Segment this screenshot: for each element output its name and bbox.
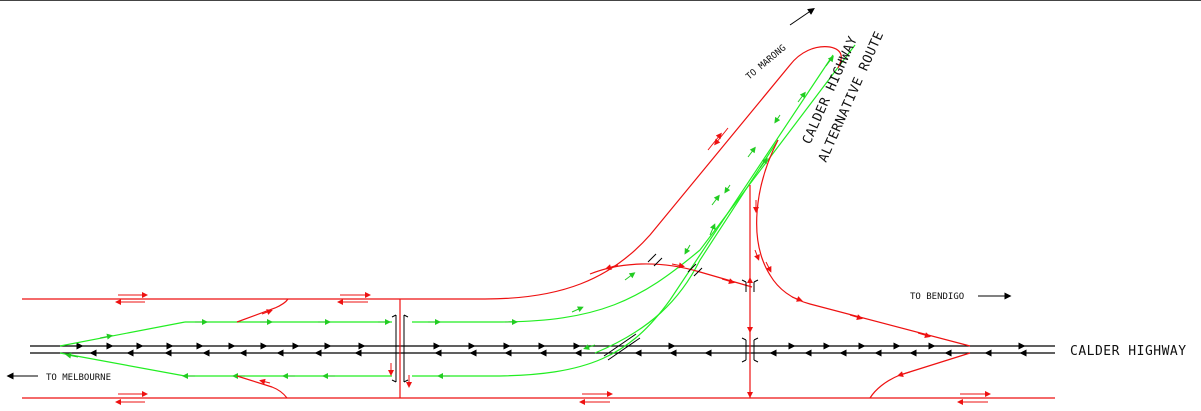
calder-highway-carriageways <box>30 345 1055 354</box>
to-bendigo-label: TO BENDIGO <box>910 292 964 302</box>
red-roads <box>22 46 1055 399</box>
ramp-west-lower <box>59 352 186 377</box>
green-ramps <box>59 44 856 377</box>
ramp-lower-from-alt-route <box>412 54 834 377</box>
road-link-lower-east <box>869 352 971 399</box>
road-link-upper-west <box>236 298 289 323</box>
label-pointer-arrows <box>6 8 1012 380</box>
green-ramp-arrows <box>65 55 834 379</box>
road-alt-route-to-bendigo <box>756 139 971 347</box>
calder-highway-label: CALDER HIGHWAY <box>1070 344 1187 359</box>
road-link-lower-west <box>236 375 288 399</box>
ramp-highway-to-alt-route <box>594 139 779 354</box>
red-road-arrows <box>115 127 991 405</box>
to-marong-pointer <box>789 8 815 26</box>
ramp-west-upper <box>59 321 186 347</box>
to-melbourne-label: TO MELBOURNE <box>46 373 111 383</box>
to-marong-label: TO MARONG <box>745 43 789 82</box>
bridge-symbols <box>391 253 759 383</box>
ramp-upper-to-alt-route <box>412 44 856 323</box>
road-cross-link <box>589 263 753 288</box>
road-to-marong <box>22 46 842 300</box>
